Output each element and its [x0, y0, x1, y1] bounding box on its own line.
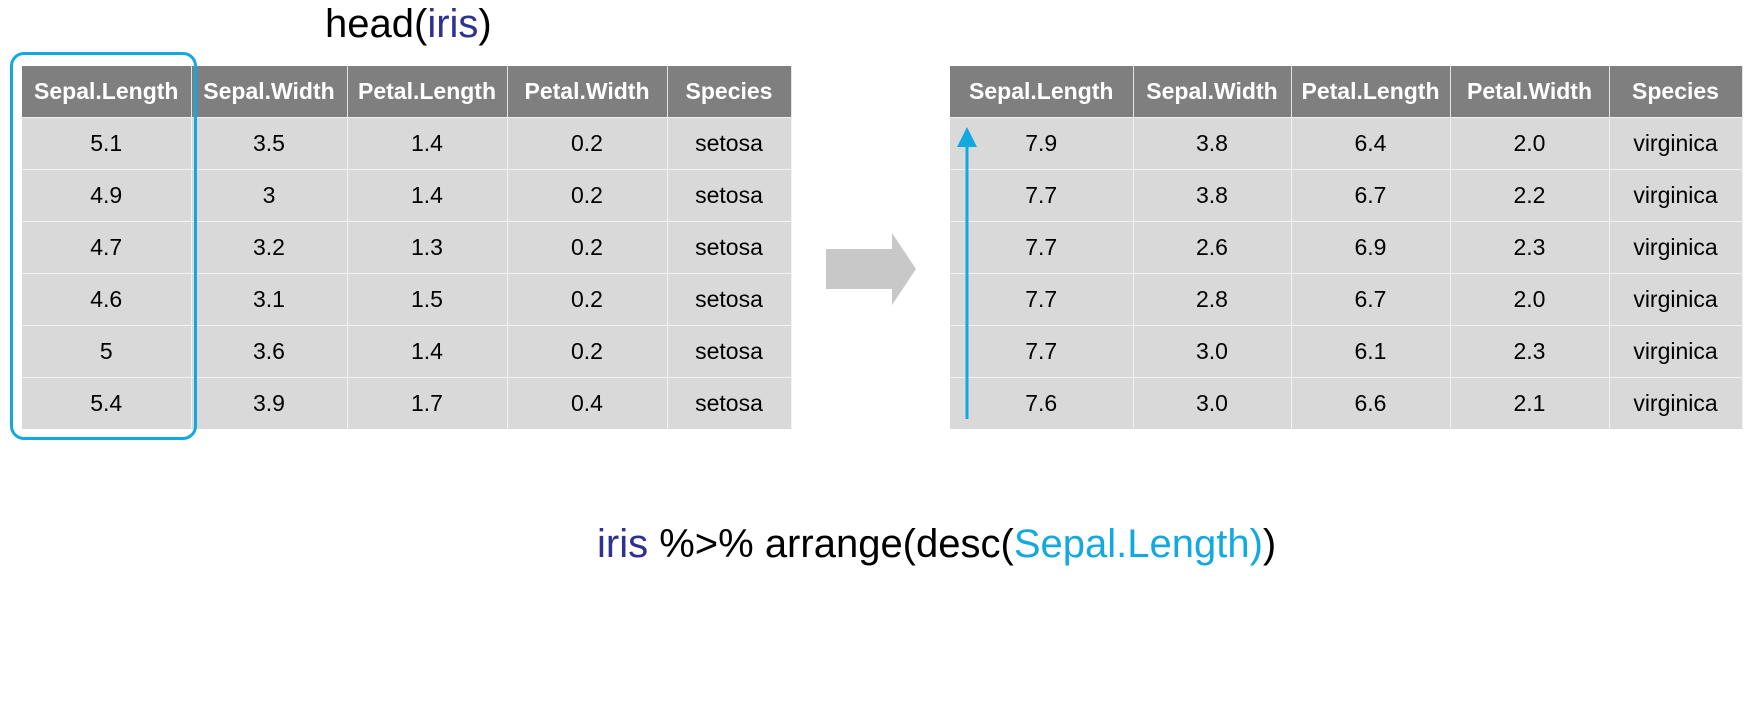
- header-cell: Sepal.Width: [191, 66, 348, 118]
- table-cell: 1.3: [347, 221, 508, 274]
- table-cell: 3.0: [1133, 377, 1292, 429]
- table-cell: 6.6: [1291, 377, 1451, 429]
- table-row: 7.7 2.6 6.9 2.3 virginica: [950, 221, 1743, 274]
- table-cell: 6.4: [1291, 117, 1451, 170]
- table-cell: 4.7: [22, 221, 192, 274]
- title-argument: iris: [427, 2, 479, 46]
- input-table: Sepal.Length Sepal.Width Petal.Length Pe…: [22, 66, 792, 429]
- table-row: 4.9 3 1.4 0.2 setosa: [22, 169, 792, 222]
- table-cell: 3: [191, 169, 348, 222]
- table-row: 4.7 3.2 1.3 0.2 setosa: [22, 221, 792, 274]
- table-cell: 7.7: [950, 325, 1134, 378]
- output-table: Sepal.Length Sepal.Width Petal.Length Pe…: [950, 66, 1743, 429]
- table-cell: 7.6: [950, 377, 1134, 429]
- table-cell: setosa: [667, 117, 792, 170]
- table-row: 7.6 3.0 6.6 2.1 virginica: [950, 377, 1743, 429]
- table-cell: 5.4: [22, 377, 192, 429]
- table-cell: setosa: [667, 377, 792, 429]
- table-cell: 1.5: [347, 273, 508, 326]
- table-cell: 2.1: [1450, 377, 1610, 429]
- table-cell: setosa: [667, 169, 792, 222]
- table-cell: 0.2: [507, 169, 668, 222]
- table-cell: 0.4: [507, 377, 668, 429]
- table-cell: 3.8: [1133, 169, 1292, 222]
- table-cell: 7.7: [950, 273, 1134, 326]
- table-row: 5.1 3.5 1.4 0.2 setosa: [22, 117, 792, 170]
- header-row: Sepal.Length Sepal.Width Petal.Length Pe…: [22, 66, 792, 118]
- table-cell: 2.3: [1450, 325, 1610, 378]
- table-cell: 3.6: [191, 325, 348, 378]
- table-cell: 2.2: [1450, 169, 1610, 222]
- code-column: Sepal.Length): [1013, 522, 1263, 566]
- table-cell: 0.2: [507, 325, 668, 378]
- table-cell: 0.2: [507, 273, 668, 326]
- table-cell: 1.4: [347, 169, 508, 222]
- header-row: Sepal.Length Sepal.Width Petal.Length Pe…: [950, 66, 1743, 118]
- table-row: 7.7 2.8 6.7 2.0 virginica: [950, 273, 1743, 326]
- table-cell: 2.3: [1450, 221, 1610, 274]
- table-cell: setosa: [667, 325, 792, 378]
- table-row: 4.6 3.1 1.5 0.2 setosa: [22, 273, 792, 326]
- table-cell: 7.9: [950, 117, 1134, 170]
- table-row: 7.7 3.0 6.1 2.3 virginica: [950, 325, 1743, 378]
- table-cell: 2.0: [1450, 117, 1610, 170]
- table-cell: 3.9: [191, 377, 348, 429]
- table-cell: 6.1: [1291, 325, 1451, 378]
- up-arrow-icon: [957, 127, 977, 419]
- code-close: ): [1262, 522, 1277, 566]
- table-cell: 1.4: [347, 117, 508, 170]
- table-cell: 1.7: [347, 377, 508, 429]
- sort-column-highlight: [10, 52, 197, 440]
- code-pipe: %>% arrange(desc(: [648, 522, 1014, 566]
- header-cell: Petal.Width: [1450, 66, 1610, 118]
- header-cell: Petal.Length: [1291, 66, 1451, 118]
- header-cell: Sepal.Length: [950, 66, 1134, 118]
- title-function: head(: [325, 2, 428, 46]
- table-cell: 3.0: [1133, 325, 1292, 378]
- right-arrow-icon: [826, 233, 916, 305]
- table-cell: 3.1: [191, 273, 348, 326]
- table-cell: 4.9: [22, 169, 192, 222]
- table-cell: 5: [22, 325, 192, 378]
- table-cell: 4.6: [22, 273, 192, 326]
- header-cell: Sepal.Width: [1133, 66, 1292, 118]
- header-cell: Petal.Length: [347, 66, 508, 118]
- table-cell: virginica: [1609, 117, 1743, 170]
- table-cell: 1.4: [347, 325, 508, 378]
- table-cell: virginica: [1609, 325, 1743, 378]
- table-cell: 3.8: [1133, 117, 1292, 170]
- table-cell: setosa: [667, 221, 792, 274]
- table-cell: 2.0: [1450, 273, 1610, 326]
- table-row: 5 3.6 1.4 0.2 setosa: [22, 325, 792, 378]
- table-cell: 7.7: [950, 221, 1134, 274]
- table-cell: virginica: [1609, 169, 1743, 222]
- table-row: 5.4 3.9 1.7 0.4 setosa: [22, 377, 792, 429]
- header-cell: Species: [1609, 66, 1743, 118]
- table-cell: 6.9: [1291, 221, 1451, 274]
- table-cell: virginica: [1609, 221, 1743, 274]
- header-cell: Petal.Width: [507, 66, 668, 118]
- table-row: 7.7 3.8 6.7 2.2 virginica: [950, 169, 1743, 222]
- table-cell: 3.5: [191, 117, 348, 170]
- title: head(iris): [325, 2, 492, 47]
- title-close: ): [478, 2, 492, 46]
- table-cell: 5.1: [22, 117, 192, 170]
- table-row: 7.9 3.8 6.4 2.0 virginica: [950, 117, 1743, 170]
- table-cell: 0.2: [507, 117, 668, 170]
- header-cell: Sepal.Length: [22, 66, 192, 118]
- table-cell: 2.6: [1133, 221, 1292, 274]
- table-cell: 0.2: [507, 221, 668, 274]
- table-cell: 7.7: [950, 169, 1134, 222]
- table-cell: virginica: [1609, 273, 1743, 326]
- code-expression: iris %>% arrange(desc(Sepal.Length)): [597, 522, 1276, 567]
- table-cell: 6.7: [1291, 169, 1451, 222]
- table-cell: virginica: [1609, 377, 1743, 429]
- table-cell: 6.7: [1291, 273, 1451, 326]
- table-cell: 3.2: [191, 221, 348, 274]
- table-cell: setosa: [667, 273, 792, 326]
- header-cell: Species: [667, 66, 792, 118]
- table-cell: 2.8: [1133, 273, 1292, 326]
- code-object: iris: [597, 522, 649, 566]
